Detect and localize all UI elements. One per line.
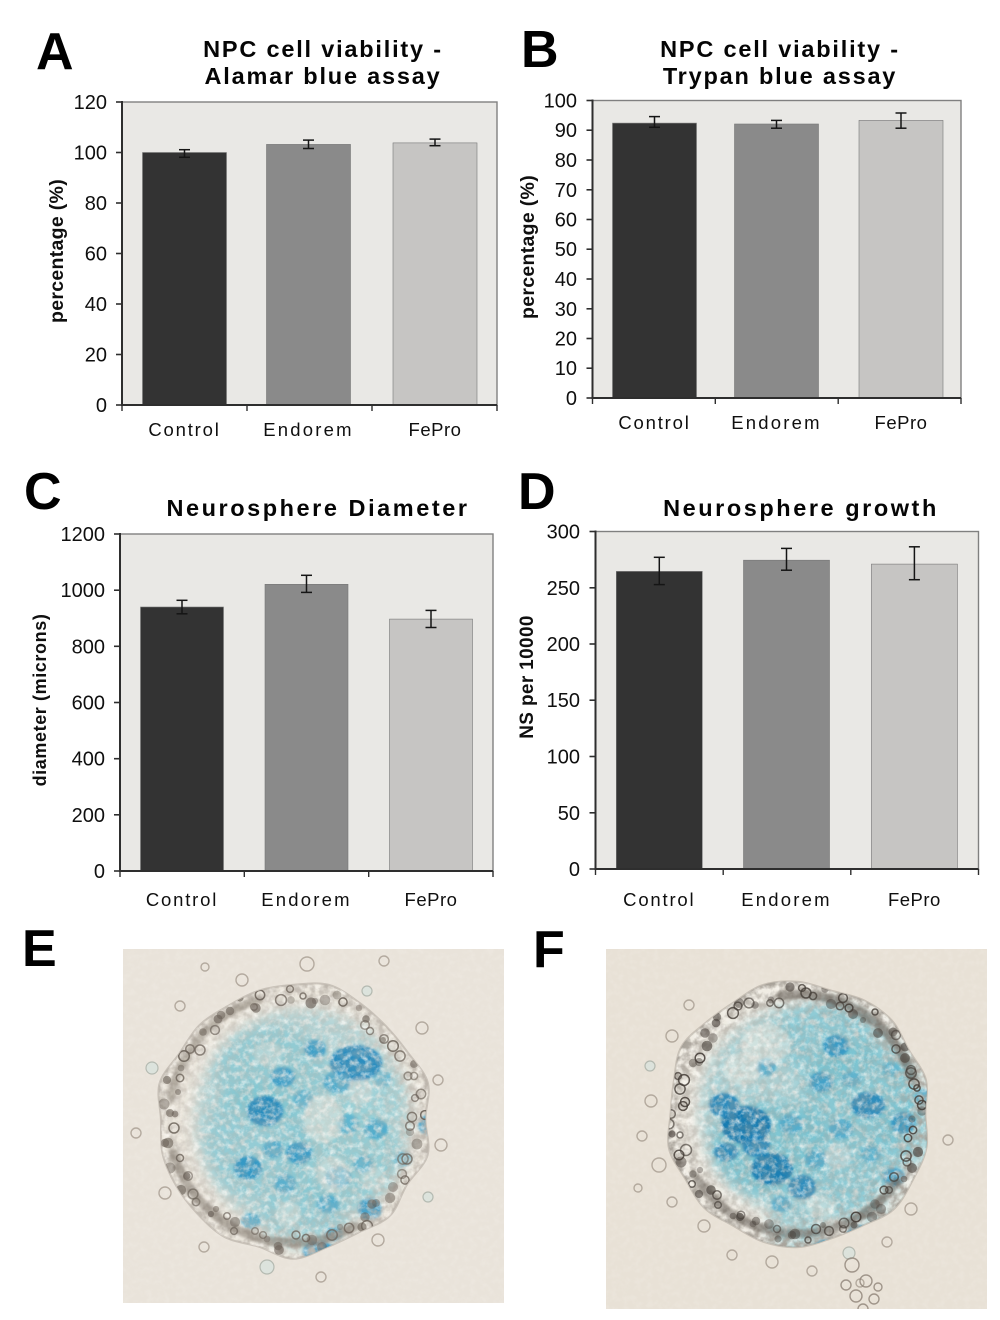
- svg-text:20: 20: [555, 329, 577, 351]
- svg-text:200: 200: [547, 634, 580, 656]
- svg-text:30: 30: [555, 299, 577, 321]
- svg-text:50: 50: [558, 803, 580, 825]
- svg-text:150: 150: [547, 690, 580, 712]
- svg-text:100: 100: [547, 747, 580, 769]
- svg-text:percentage (%): percentage (%): [517, 175, 539, 319]
- svg-text:Neurosphere Diameter: Neurosphere Diameter: [166, 495, 469, 521]
- svg-text:Endorem: Endorem: [741, 889, 831, 910]
- svg-text:C: C: [24, 463, 62, 521]
- svg-text:80: 80: [85, 193, 107, 215]
- svg-text:70: 70: [555, 180, 577, 202]
- svg-text:Control: Control: [618, 412, 690, 433]
- svg-text:Neurosphere growth: Neurosphere growth: [663, 495, 939, 521]
- svg-text:B: B: [521, 21, 559, 79]
- svg-text:Alamar blue assay: Alamar blue assay: [205, 63, 442, 89]
- svg-text:Control: Control: [148, 419, 220, 440]
- svg-text:NS per 10000: NS per 10000: [517, 615, 538, 739]
- svg-text:diameter (microns): diameter (microns): [30, 614, 50, 787]
- svg-text:FePro: FePro: [409, 419, 462, 440]
- svg-text:250: 250: [547, 578, 580, 600]
- svg-text:Control: Control: [146, 889, 218, 910]
- svg-text:0: 0: [566, 388, 577, 410]
- svg-text:percentage (%): percentage (%): [46, 179, 68, 323]
- svg-text:300: 300: [547, 522, 580, 544]
- svg-text:Endorem: Endorem: [261, 889, 351, 910]
- svg-text:NPC cell viability -: NPC cell viability -: [660, 36, 900, 62]
- svg-text:F: F: [533, 921, 565, 979]
- svg-text:0: 0: [569, 859, 580, 881]
- svg-text:0: 0: [94, 861, 105, 883]
- svg-text:120: 120: [74, 92, 107, 114]
- svg-text:E: E: [22, 920, 57, 978]
- svg-text:600: 600: [72, 693, 105, 715]
- svg-text:Trypan blue assay: Trypan blue assay: [663, 63, 897, 89]
- svg-text:60: 60: [85, 244, 107, 266]
- svg-text:100: 100: [544, 91, 577, 113]
- svg-text:FePro: FePro: [875, 412, 928, 433]
- svg-text:10: 10: [555, 358, 577, 380]
- svg-text:1200: 1200: [61, 524, 106, 546]
- svg-text:FePro: FePro: [888, 889, 941, 910]
- svg-text:A: A: [36, 23, 74, 81]
- svg-text:Endorem: Endorem: [263, 419, 353, 440]
- svg-text:FePro: FePro: [405, 889, 458, 910]
- svg-text:100: 100: [74, 143, 107, 165]
- svg-text:Control: Control: [623, 889, 695, 910]
- svg-text:1000: 1000: [61, 580, 106, 602]
- svg-text:40: 40: [85, 294, 107, 316]
- svg-text:800: 800: [72, 636, 105, 658]
- svg-text:40: 40: [555, 269, 577, 291]
- svg-text:400: 400: [72, 749, 105, 771]
- svg-text:NPC cell viability -: NPC cell viability -: [203, 36, 443, 62]
- svg-text:Endorem: Endorem: [731, 412, 821, 433]
- svg-text:90: 90: [555, 120, 577, 142]
- svg-text:20: 20: [85, 345, 107, 367]
- svg-text:50: 50: [555, 239, 577, 261]
- svg-text:0: 0: [96, 395, 107, 417]
- svg-text:D: D: [518, 463, 556, 521]
- svg-text:60: 60: [555, 210, 577, 232]
- svg-text:80: 80: [555, 150, 577, 172]
- svg-text:200: 200: [72, 805, 105, 827]
